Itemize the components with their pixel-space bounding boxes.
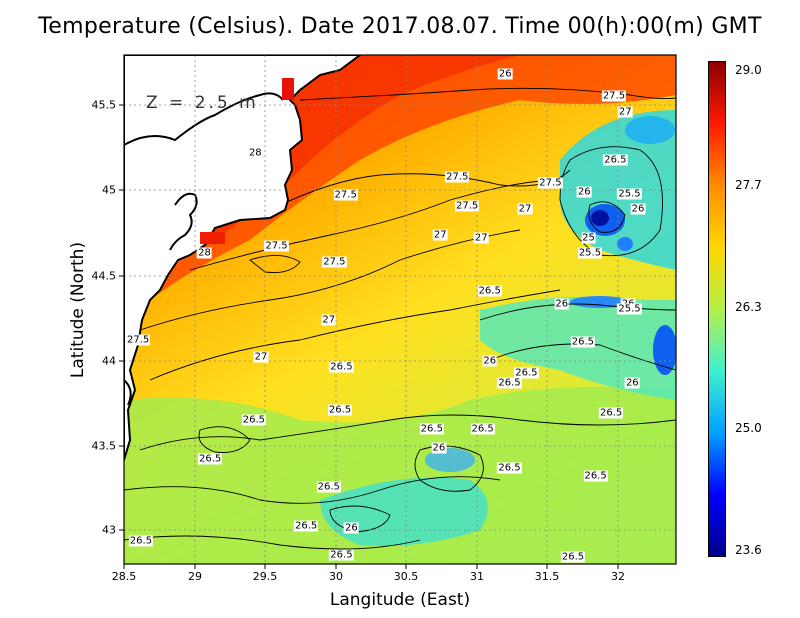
x-axis-label: Langitude (East) [329,590,471,610]
contour-label: 26.5 [603,154,628,166]
colorbar-tick: 26.3 [735,300,762,314]
y-tick: 44 [102,354,116,368]
contour-label: 28 [197,247,212,259]
contour-label: 27.5 [125,334,151,346]
contour-label: 27 [321,314,337,326]
y-tick: 43 [102,523,116,537]
x-tick: 31 [470,570,484,583]
contour-label: 26.5 [598,407,624,419]
contour-label: 27.5 [454,200,480,212]
sst-field [124,55,676,564]
contour-label: 26.5 [560,551,586,563]
contour-label: 26.5 [316,481,341,493]
contour-label: 26.5 [419,423,444,435]
x-tick: 30 [329,570,343,583]
contour-label: 26.5 [477,285,502,297]
contour-label: 26.5 [329,549,354,561]
contour-label: 25.5 [577,247,603,259]
contour-label: 26.5 [294,520,319,532]
depth-label: Z = 2.5 m [146,93,259,113]
contour-label: 26.5 [241,414,267,426]
contour-label: 27 [432,229,448,240]
contour-label: 27.5 [333,189,358,201]
contour-label: 26.5 [197,453,223,465]
y-tick: 45 [102,183,116,197]
contour-label: 26.5 [497,462,522,474]
colorbar-tick: 29.0 [735,63,762,77]
contour-label: 27.5 [601,90,627,102]
contour-label: 26 [554,298,570,310]
contour-label: 26 [624,377,640,389]
contour-label: 27 [473,232,489,244]
x-tick: 31.5 [534,570,560,583]
x-tick: 29 [188,570,202,583]
contour-label: 27.5 [538,177,563,189]
contour-label: 27 [253,351,269,363]
contour-label: 26.5 [570,336,596,348]
contour-label: 26.5 [583,470,608,482]
contour-label: 26 [576,186,592,198]
contour-label: 25.5 [617,188,642,200]
colorbar-tick: 27.7 [735,178,762,192]
contour-label: 26.5 [327,404,353,416]
contour-label: 26.5 [470,423,495,435]
x-tick: 28.5 [111,570,137,583]
contour-label: 26.5 [497,377,522,389]
contour-label: 27.5 [264,240,289,252]
colorbar-tick: 25.0 [735,421,762,435]
contour-label: 26.5 [514,367,539,379]
contour-label: 26 [630,203,646,215]
y-tick: 45.5 [91,98,117,112]
colorbar-tick: 23.6 [735,543,762,557]
contour-label: 27.5 [322,256,347,268]
y-tick: 43.5 [91,439,117,453]
y-axis-label: Latitude (North) [68,241,88,379]
contour-label: 25 [581,232,596,244]
contour-label: 26 [482,355,498,367]
colorbar [708,61,726,557]
map-title: Temperature (Celsius). Date 2017.08.07. … [38,14,762,39]
contour-label: 26 [431,442,447,453]
contour-label: 26 [343,522,359,534]
contour-label: 28 [247,147,263,159]
contour-label: 27 [617,106,633,118]
contour-label: 27.5 [445,171,470,183]
x-tick: 30.5 [393,570,419,583]
x-tick: 29.5 [252,570,278,583]
x-tick: 32 [611,570,625,583]
contour-label: 26 [497,68,513,80]
y-tick: 44.5 [91,269,117,283]
contour-label: 27 [517,203,533,215]
contour-label: 25.5 [617,303,642,315]
contour-label: 26.5 [329,361,354,373]
contour-label: 26.5 [128,535,154,547]
